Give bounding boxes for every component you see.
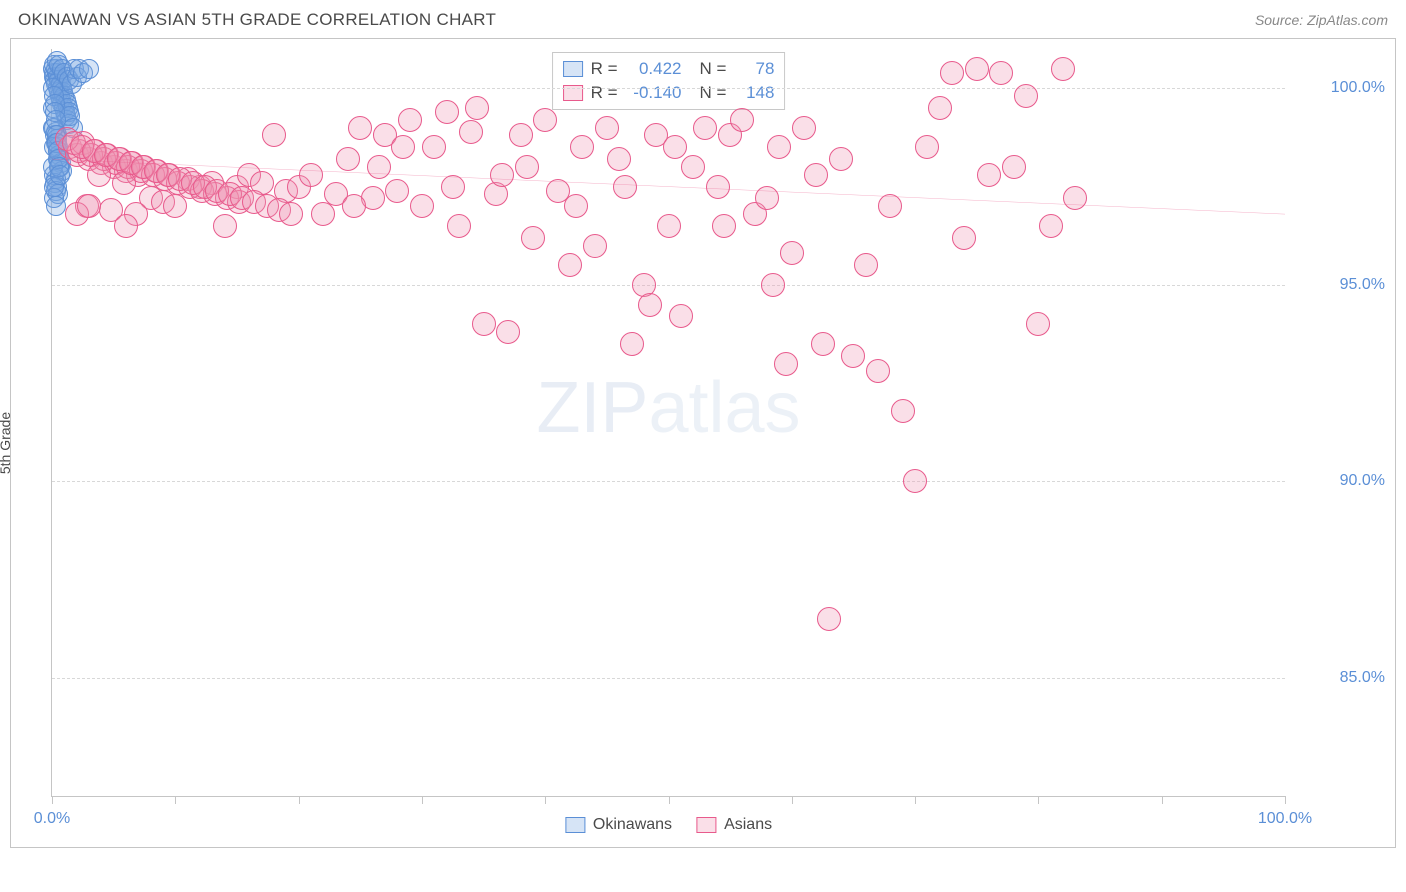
x-tick: [52, 796, 53, 804]
y-tick-label: 90.0%: [1295, 472, 1385, 490]
x-tick: [175, 796, 176, 804]
y-tick-label: 100.0%: [1295, 79, 1385, 97]
x-tick: [915, 796, 916, 804]
legend-swatch-okinawans: [565, 817, 585, 833]
x-tick-label: 100.0%: [1258, 810, 1312, 828]
x-tick: [422, 796, 423, 804]
x-tick: [792, 796, 793, 804]
x-tick-label: 0.0%: [34, 810, 70, 828]
legend-item-okinawans: Okinawans: [565, 816, 672, 834]
x-tick: [1285, 796, 1286, 804]
chart-header: OKINAWAN VS ASIAN 5TH GRADE CORRELATION …: [10, 10, 1396, 38]
trend-line-layer: [52, 49, 1285, 796]
y-axis-label: 5th Grade: [0, 412, 13, 474]
legend-swatch-asians: [696, 817, 716, 833]
plot-area: ZIPatlas R = 0.422 N = 78 R = -0.140 N =…: [51, 49, 1285, 797]
legend-bottom: Okinawans Asians: [565, 816, 772, 834]
legend-label-asians: Asians: [724, 816, 772, 834]
legend-label-okinawans: Okinawans: [593, 816, 672, 834]
source-attribution: Source: ZipAtlas.com: [1255, 12, 1388, 28]
correlation-chart: 5th Grade ZIPatlas R = 0.422 N = 78 R = …: [10, 38, 1396, 848]
chart-title: OKINAWAN VS ASIAN 5TH GRADE CORRELATION …: [18, 10, 496, 30]
y-tick-label: 85.0%: [1295, 669, 1385, 687]
x-tick: [669, 796, 670, 804]
x-tick: [299, 796, 300, 804]
x-tick: [545, 796, 546, 804]
legend-item-asians: Asians: [696, 816, 772, 834]
x-tick: [1038, 796, 1039, 804]
x-tick: [1162, 796, 1163, 804]
y-tick-label: 95.0%: [1295, 276, 1385, 294]
